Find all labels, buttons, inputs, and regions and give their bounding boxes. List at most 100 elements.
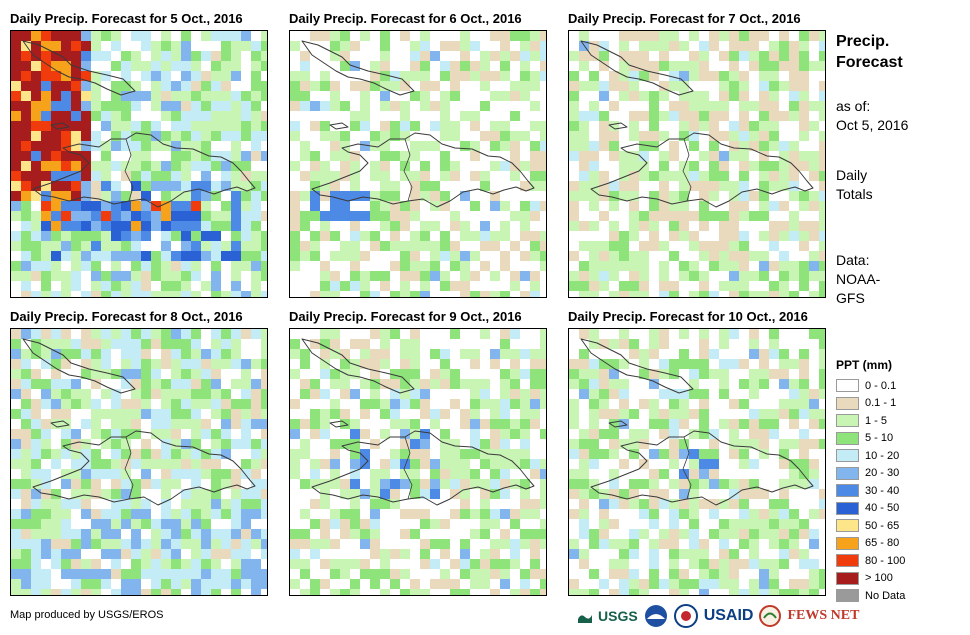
precip-cell — [380, 261, 390, 271]
precip-cell — [380, 529, 390, 539]
precip-cell — [769, 379, 779, 389]
precip-cell — [440, 529, 450, 539]
precip-cell — [719, 449, 729, 459]
precip-cell — [689, 241, 699, 251]
precip-cell — [430, 111, 440, 121]
precip-cell — [530, 241, 540, 251]
precip-cell — [151, 379, 161, 389]
legend-swatch — [836, 449, 859, 463]
precip-cell — [779, 359, 789, 369]
precip-cell — [440, 339, 450, 349]
precip-cell — [131, 489, 141, 499]
precip-cell — [440, 429, 450, 439]
precip-cell — [639, 211, 649, 221]
precip-cell — [589, 71, 599, 81]
precip-cell — [410, 489, 420, 499]
precip-cell — [51, 459, 61, 469]
precip-cell — [679, 41, 689, 51]
precip-cell — [400, 359, 410, 369]
precip-cell — [251, 429, 261, 439]
precip-cell — [111, 91, 121, 101]
precip-cell — [350, 479, 360, 489]
precip-cell — [540, 459, 546, 469]
precip-cell — [11, 589, 21, 595]
precip-cell — [599, 519, 609, 529]
precip-cell — [320, 349, 330, 359]
precip-cell — [520, 419, 530, 429]
precip-cell — [330, 51, 340, 61]
precip-cell — [121, 211, 131, 221]
precip-cell — [21, 251, 31, 261]
precip-cell — [530, 479, 540, 489]
precip-cell — [540, 529, 546, 539]
precip-cell — [470, 359, 480, 369]
precip-cell — [450, 439, 460, 449]
precip-cell — [310, 71, 320, 81]
precip-cell — [251, 61, 261, 71]
precip-cell — [161, 281, 171, 291]
precip-cell — [540, 241, 546, 251]
precip-cell — [51, 399, 61, 409]
precip-cell — [689, 399, 699, 409]
precip-cell — [530, 559, 540, 569]
precip-cell — [470, 419, 480, 429]
precip-cell — [290, 479, 300, 489]
precip-cell — [330, 171, 340, 181]
precip-cell — [261, 359, 267, 369]
precip-cell — [759, 161, 769, 171]
precip-cell — [639, 271, 649, 281]
precip-cell — [181, 329, 191, 339]
legend-item: 40 - 50 — [836, 500, 905, 518]
precip-cell — [510, 409, 520, 419]
precip-cell — [350, 271, 360, 281]
precip-cell — [161, 211, 171, 221]
precip-cell — [340, 191, 350, 201]
precip-cell — [510, 429, 520, 439]
precip-cell — [350, 369, 360, 379]
precip-cell — [530, 121, 540, 131]
precip-cell — [719, 549, 729, 559]
map-panel-oct6 — [289, 30, 547, 298]
precip-cell — [350, 41, 360, 51]
precip-cell — [589, 399, 599, 409]
precip-cell — [330, 469, 340, 479]
precip-cell — [191, 339, 201, 349]
precip-cell — [520, 469, 530, 479]
precip-cell — [789, 579, 799, 589]
precip-cell — [261, 261, 267, 271]
precip-cell — [131, 61, 141, 71]
precip-cell — [729, 459, 739, 469]
precip-cell — [251, 569, 261, 579]
precip-cell — [789, 479, 799, 489]
precip-cell — [300, 191, 310, 201]
precip-cell — [390, 251, 400, 261]
precip-cell — [440, 91, 450, 101]
precip-cell — [749, 469, 759, 479]
precip-cell — [530, 349, 540, 359]
precip-cell — [619, 379, 629, 389]
precip-cell — [510, 349, 520, 359]
precip-cell — [430, 261, 440, 271]
precip-cell — [789, 519, 799, 529]
precip-cell — [569, 499, 579, 509]
precip-cell — [31, 479, 41, 489]
precip-cell — [440, 559, 450, 569]
precip-cell — [520, 429, 530, 439]
precip-cell — [520, 231, 530, 241]
precip-cell — [51, 151, 61, 161]
precip-cell — [91, 439, 101, 449]
precip-cell — [440, 31, 450, 41]
hispaniola-coastline — [32, 132, 256, 208]
precip-cell — [191, 221, 201, 231]
precip-cell — [689, 131, 699, 141]
precip-cell — [91, 61, 101, 71]
precip-cell — [659, 181, 669, 191]
precip-cell — [470, 379, 480, 389]
precip-cell — [231, 499, 241, 509]
precip-cell — [390, 329, 400, 339]
precip-cell — [261, 479, 267, 489]
precip-cell — [201, 41, 211, 51]
precip-cell — [380, 449, 390, 459]
precip-cell — [500, 369, 510, 379]
precip-cell — [759, 241, 769, 251]
